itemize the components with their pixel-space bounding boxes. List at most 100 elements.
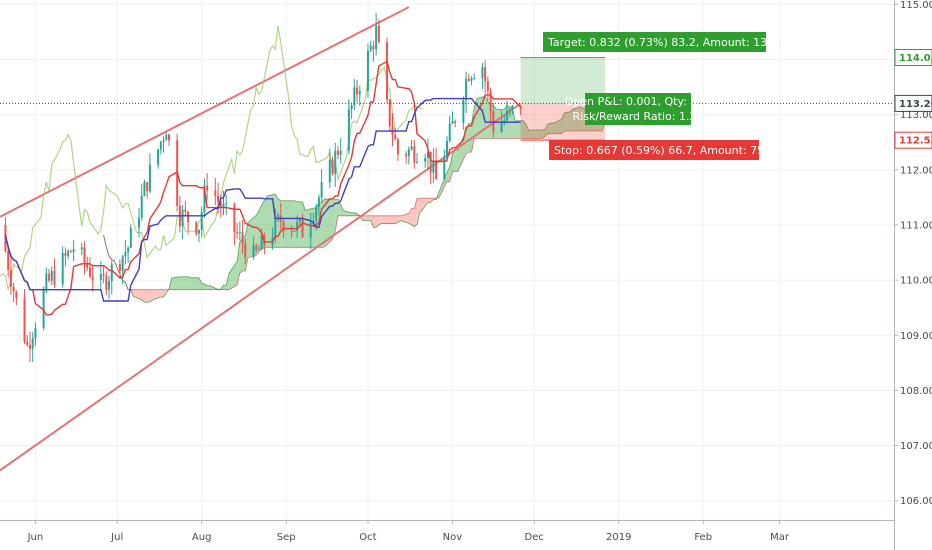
cloud-segment	[239, 238, 243, 273]
candle-body	[435, 160, 438, 180]
candle-body	[165, 134, 168, 141]
candle-body	[375, 25, 378, 50]
candle-body	[298, 219, 301, 222]
cloud-segment	[297, 201, 300, 248]
cloud-segment	[286, 200, 295, 248]
price-badges: 114.037 113.205 112.538	[894, 49, 932, 149]
candle-body	[197, 229, 200, 234]
cloud-segment	[414, 198, 418, 227]
candle-body	[410, 146, 413, 150]
time-tick-label: Jun	[27, 532, 44, 543]
time-tick-label: Mar	[770, 532, 790, 543]
candle-body	[102, 274, 105, 276]
time-tick-label: 2019	[606, 532, 631, 543]
price-axis-bg	[894, 0, 932, 550]
candle-body	[505, 110, 508, 121]
candle-body	[372, 45, 375, 50]
cloud-segment	[419, 198, 428, 213]
pnl-label-box	[585, 93, 691, 125]
cloud-segment	[457, 130, 467, 172]
candle-body	[236, 231, 239, 234]
candle-body	[91, 276, 94, 280]
candle-body	[233, 203, 236, 232]
price-badge-label: 112.538	[899, 136, 932, 147]
candle-body	[377, 25, 380, 43]
cloud-segment	[149, 289, 153, 302]
candle-body	[127, 247, 130, 252]
price-tick-label: 110.000	[900, 276, 932, 287]
candle-body	[293, 230, 296, 232]
candle-body	[50, 271, 53, 281]
stop-label: Stop: 0.667 (0.59%) 66.7, Amount: 750.54	[554, 144, 789, 157]
cloud-segment	[417, 198, 420, 225]
candle-body	[42, 290, 45, 329]
candle-body	[26, 341, 29, 345]
cloud-segment	[264, 196, 268, 248]
candle-body	[143, 182, 146, 196]
price-tick-label: 111.000	[900, 220, 932, 231]
cloud-segment	[528, 129, 532, 139]
candle-body	[206, 185, 209, 191]
candle-body	[386, 42, 389, 100]
cloud-segment	[392, 215, 396, 224]
candle-body	[424, 158, 427, 162]
candle-body	[257, 249, 260, 251]
candle-body	[331, 159, 334, 174]
risk-reward-label: Risk/Reward Ratio: 1.25	[573, 110, 704, 123]
cloud-segment	[179, 276, 183, 290]
cloud-segment	[427, 198, 431, 203]
cloud-segment	[201, 283, 205, 290]
cloud-segment	[332, 199, 336, 240]
cloud-segment	[569, 109, 573, 132]
grid-lines	[0, 0, 894, 520]
candle-body	[481, 67, 484, 78]
candle-body	[484, 67, 487, 82]
candle-body	[334, 150, 337, 174]
candle-body	[61, 252, 64, 285]
candle-body	[203, 185, 206, 212]
position-labels: Target: 0.832 (0.73%) 83.2, Amount: 1311…	[543, 32, 799, 160]
candle-body	[34, 328, 37, 339]
price-tick-label: 107.000	[900, 441, 932, 452]
cloud-segment	[381, 215, 390, 224]
cloud-segment	[466, 123, 469, 154]
cloud-segment	[228, 261, 238, 290]
candle-body	[429, 151, 432, 173]
price-tick-label: 113.000	[900, 110, 932, 121]
candle-body	[241, 232, 244, 244]
cloud-segment	[566, 112, 570, 132]
time-tick-label: Jul	[110, 532, 123, 543]
chikou-span	[0, 25, 423, 290]
candle-body	[328, 159, 331, 183]
candle-body	[396, 139, 399, 155]
cloud-segment	[207, 285, 210, 290]
senkou-span-a	[103, 95, 619, 303]
channel-upper-line[interactable]	[0, 6, 410, 218]
cloud-segment	[545, 124, 548, 137]
cloud-segment	[182, 276, 186, 290]
cloud-segment	[280, 200, 284, 248]
candle-body	[519, 105, 522, 110]
ichimoku-lines	[4, 60, 522, 316]
cloud-segment	[572, 106, 581, 132]
candle-body	[320, 182, 323, 198]
candle-body	[31, 338, 34, 349]
price-badge-label: 113.205	[899, 99, 932, 110]
candle-body	[146, 182, 149, 192]
cloud-segment	[305, 208, 314, 248]
candle-body	[388, 99, 391, 127]
ichimoku-cloud	[103, 95, 619, 303]
candle-body	[394, 135, 397, 140]
cloud-segment	[553, 119, 562, 134]
cloud-segment	[343, 210, 352, 216]
cloud-segment	[389, 215, 393, 224]
candle-body	[413, 146, 416, 163]
candle-body	[7, 250, 10, 270]
candle-body	[317, 197, 320, 207]
cloud-segment	[452, 150, 456, 172]
candle-body	[416, 161, 419, 163]
cloud-segment	[144, 289, 148, 303]
cloud-segment	[245, 222, 249, 271]
